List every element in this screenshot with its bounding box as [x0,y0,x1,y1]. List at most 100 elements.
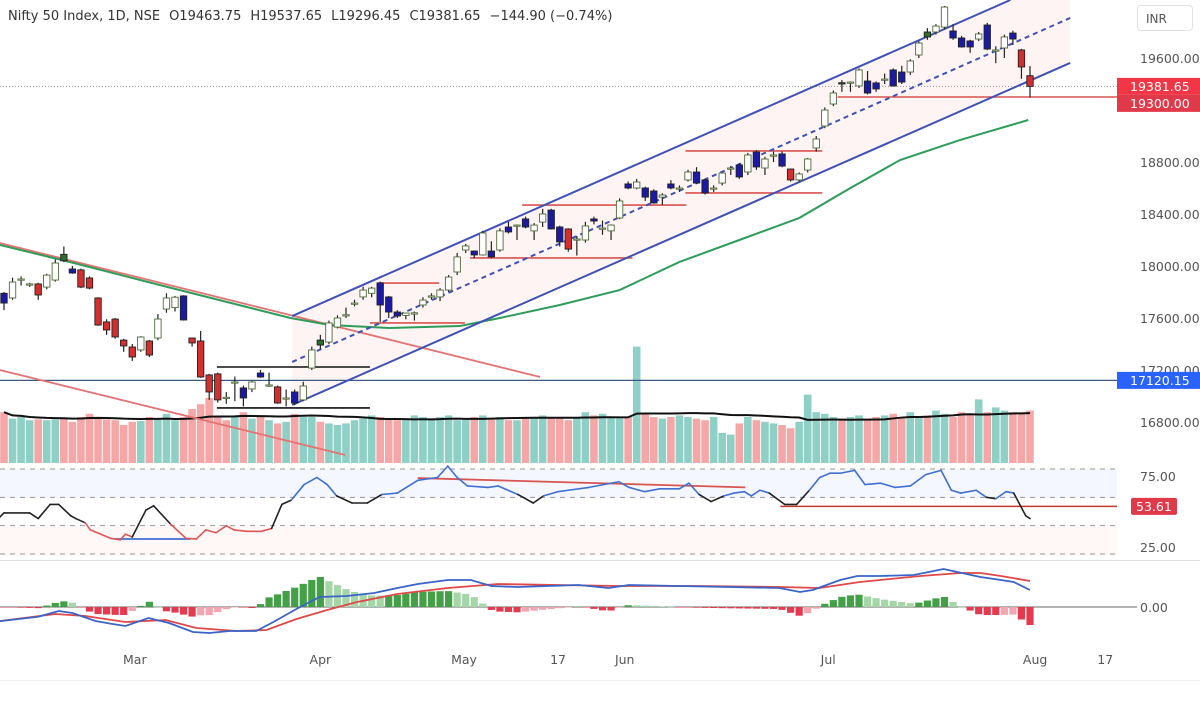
candle [718,172,726,186]
candle [838,80,846,92]
rsi-line-segment [723,492,735,497]
volume-bar [829,417,838,463]
rsi-line-segment [853,469,866,486]
candle [504,221,513,234]
rsi-axis-label: 25.00 [1140,540,1176,555]
candle [145,340,153,357]
candle [325,320,333,344]
volume-bar [983,412,992,463]
macd-histogram-bar [727,607,735,609]
candle [393,310,401,318]
candle [821,107,829,129]
candle-body [710,187,718,190]
rsi-line-segment [950,489,962,494]
macd-histogram-bar [231,607,239,608]
candle [239,385,248,407]
macd-histogram-bar [1026,607,1034,625]
time-axis[interactable]: Mar Apr May 17 Jun Jul Aug 17 [123,652,1113,667]
candle-body [26,283,34,286]
volume-bar [761,421,769,463]
volume-bar [650,417,658,463]
macd-histogram-bar [291,587,299,607]
rsi-line-segment [131,509,147,538]
time-axis-label: May [451,652,477,667]
rsi-value-tag [1131,497,1177,515]
candle [564,228,572,252]
rsi-line-segment [750,489,761,497]
candle [265,372,273,387]
candle [778,151,786,168]
macd-axis-label: 0.00 [1140,600,1168,615]
volume-bar [17,417,25,463]
trendline [0,369,346,456]
macd-pane[interactable] [0,568,1137,634]
macd-histogram-bar [710,607,718,609]
macd-histogram-bar [752,607,760,609]
macd-histogram-bar [60,601,68,607]
rsi-line-segment [456,476,469,487]
candle [598,220,607,235]
candle-body [214,373,222,401]
macd-histogram-bar [470,597,478,607]
volume-bar [803,394,812,463]
candle-body [650,190,658,204]
volume-bar [94,417,102,463]
candle [256,370,265,378]
rsi-line-segment [381,492,399,496]
candle-body [1000,36,1009,49]
rsi-axis-label: 75.00 [1140,469,1176,484]
low-value: L19296.45 [331,9,401,24]
candle-body [863,80,872,94]
candle-body [513,224,521,227]
candle [761,156,769,175]
price-axis[interactable]: 19600.00 18800.00 18400.00 18000.00 17600.00… [0,51,1200,681]
candle [368,286,376,298]
macd-histogram-bar [701,607,709,608]
candle [385,295,393,318]
rsi-pane[interactable] [0,465,1157,556]
candle [291,389,299,406]
volume-bar [42,420,51,463]
volume-bar [547,417,555,463]
volume-bar [675,415,684,463]
macd-histogram-bar [342,589,350,607]
macd-histogram-bar [898,601,906,607]
volume-bar [461,418,470,463]
candle-body [316,339,324,346]
macd-histogram-bar [325,581,333,607]
macd-histogram-bar [923,600,931,607]
candle-body [470,250,478,256]
candle-body [308,349,316,369]
currency-button[interactable]: INR [1137,5,1193,31]
candle-body [436,289,444,298]
candle [188,337,196,347]
volume-bar [641,413,650,463]
price-pane[interactable] [0,0,1117,465]
candle [949,24,957,40]
candle [872,81,880,92]
candle [727,165,735,175]
candle [906,59,914,75]
candle [1026,66,1034,98]
candle-body [940,6,949,28]
candle-body [487,250,495,258]
candle-body [795,173,803,181]
candle-body [196,340,205,378]
candle-body [975,33,983,40]
candle [983,22,991,51]
macd-histogram-bar [855,594,863,607]
volume-bar [615,418,624,463]
candle-body [17,278,25,281]
rsi-line-segment [759,489,771,494]
rsi-line-segment [316,476,328,486]
volume-bar [769,423,778,463]
volume-bar [932,410,940,463]
rsi-line-segment [270,503,283,530]
rsi-line-segment [1012,492,1027,517]
close-value: C19381.65 [409,9,481,24]
volume-bar [915,417,923,463]
rsi-line-segment [924,469,942,476]
volume-bar [513,420,521,463]
macd-histogram-bar [17,607,25,608]
